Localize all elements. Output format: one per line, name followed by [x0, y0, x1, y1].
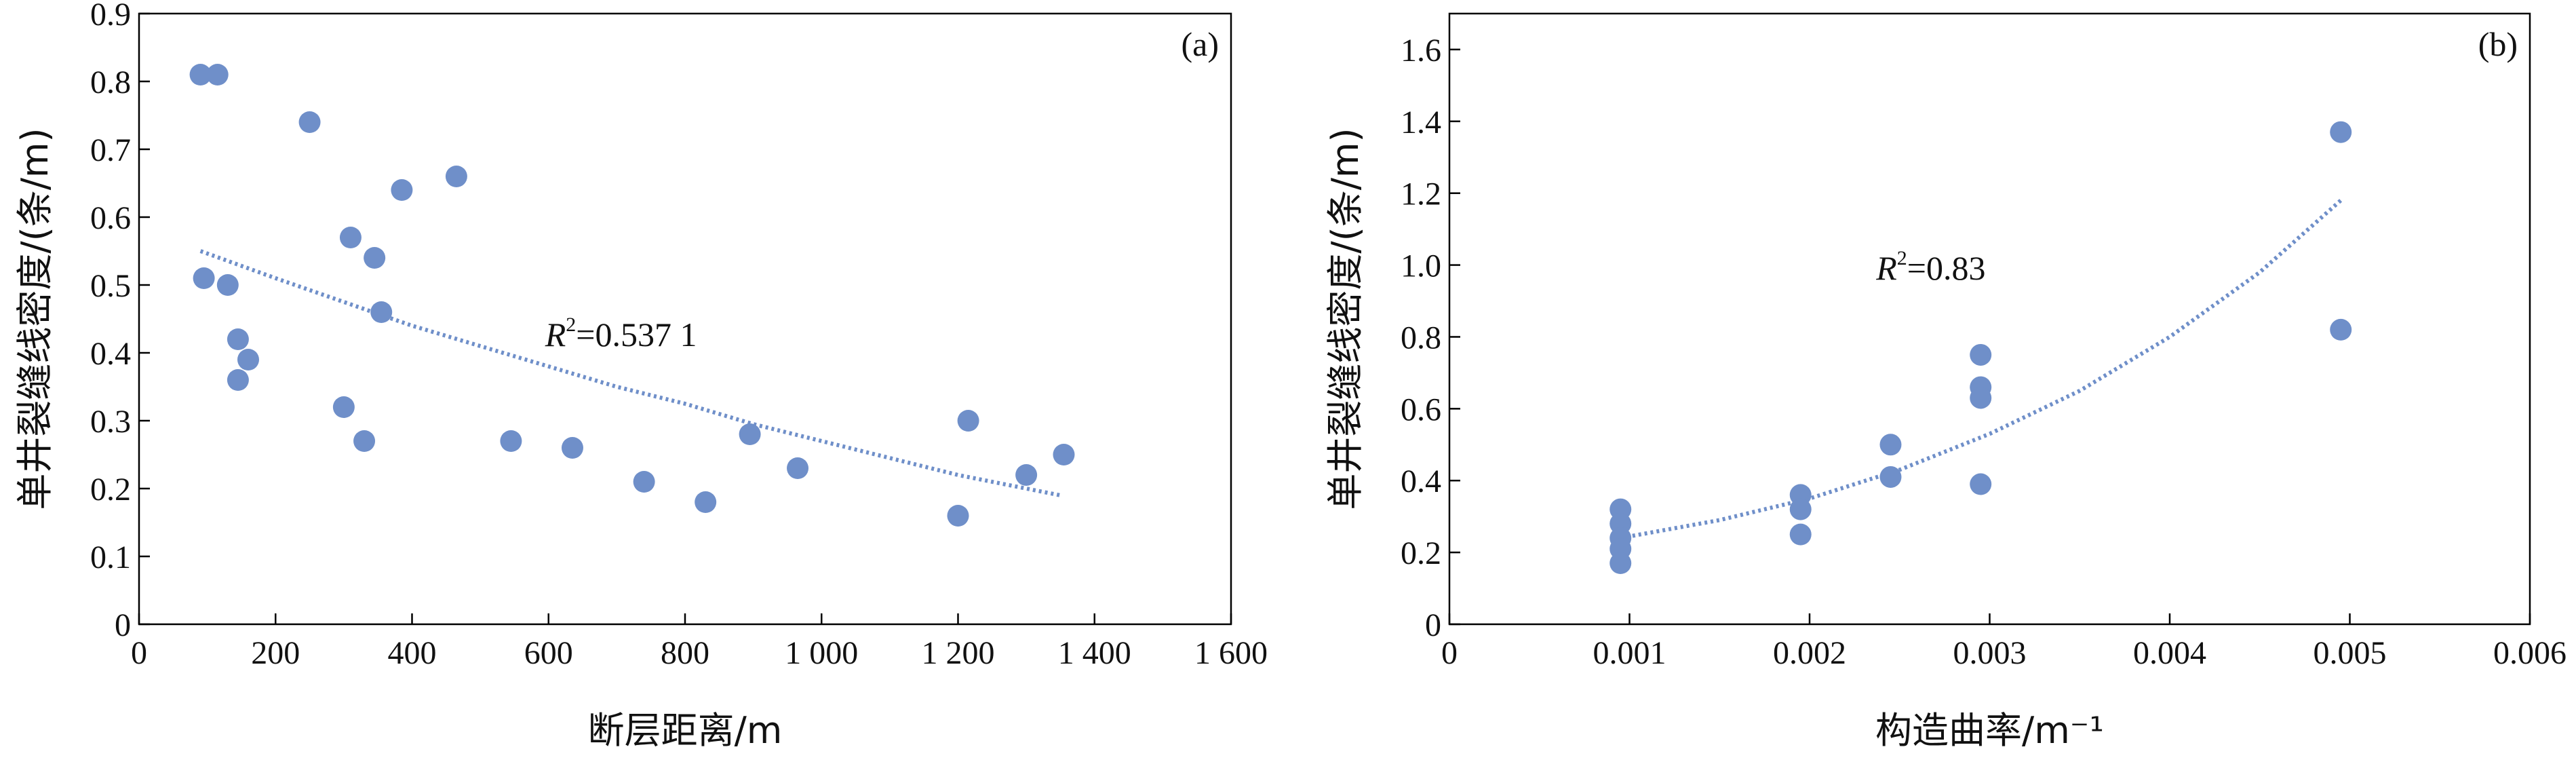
x-tick-label: 0.001 — [1593, 635, 1666, 671]
y-tick-label: 1.4 — [1401, 104, 1441, 140]
data-point — [1970, 473, 1992, 495]
y-tick-label: 0.5 — [90, 268, 131, 304]
data-point — [1053, 444, 1075, 465]
x-tick-label: 1 600 — [1194, 635, 1268, 671]
r-symbol: R — [1875, 249, 1897, 287]
y-tick-label: 0.8 — [90, 64, 131, 100]
data-point — [2330, 318, 2352, 341]
trendline — [199, 249, 1061, 497]
y-tick-label: 0.8 — [1401, 320, 1441, 356]
data-point — [216, 274, 239, 296]
superscript-two: 2 — [566, 313, 576, 336]
x-tick-label: 0.002 — [1773, 635, 1846, 671]
trendline — [1620, 199, 2343, 540]
y-tick-label: 0.6 — [90, 200, 131, 236]
data-point — [189, 64, 212, 85]
y-tick-label: 1.2 — [1401, 176, 1441, 212]
r-squared-annotation: R2=0.537 1 — [545, 313, 697, 354]
y-tick-label: 0.2 — [1401, 535, 1441, 571]
y-tick-label: 0.9 — [90, 0, 131, 33]
y-tick-label: 0.3 — [90, 404, 131, 440]
x-tick-label: 0 — [131, 635, 147, 671]
y-tick-label: 1.6 — [1401, 33, 1441, 69]
data-point — [1970, 387, 1992, 409]
data-point — [370, 301, 393, 323]
data-point — [957, 410, 979, 432]
data-point — [2330, 121, 2352, 143]
data-point — [1970, 343, 1992, 366]
x-tick-label: 0.004 — [2133, 635, 2206, 671]
y-tick-label: 1.0 — [1401, 248, 1441, 284]
data-point — [206, 64, 229, 85]
data-point — [947, 505, 969, 527]
y-tick-label: 0.6 — [1401, 392, 1441, 427]
data-point — [1609, 552, 1632, 574]
panel-label: (b) — [2478, 25, 2518, 63]
data-point — [364, 247, 386, 269]
data-point — [237, 349, 259, 370]
x-tick-label: 1 400 — [1058, 635, 1131, 671]
y-tick-label: 0.4 — [1401, 463, 1441, 499]
data-point — [445, 166, 467, 187]
x-tick-label: 1 000 — [785, 635, 858, 671]
data-point — [1015, 464, 1038, 486]
data-point — [561, 437, 583, 459]
data-point — [1879, 434, 1902, 456]
data-point — [739, 423, 761, 445]
x-axis-label: 断层距离/m — [588, 709, 783, 752]
chart-panel-b: 0 0.001 0.002 0.003 0.004 0.005 0.006 0 0.2 0.4 0.… — [1324, 12, 2567, 752]
data-point — [1789, 523, 1812, 546]
data-point — [298, 111, 321, 133]
x-axis-label: 构造曲率/m⁻¹ — [1875, 709, 2104, 752]
r-squared-value: =0.83 — [1907, 249, 1986, 287]
superscript-two: 2 — [1897, 247, 1907, 269]
x-tick-label: 1 200 — [922, 635, 995, 671]
data-point — [695, 491, 717, 513]
data-point — [227, 328, 249, 350]
y-axis-label: 单井裂缝线密度/(条/m) — [14, 128, 56, 510]
data-point — [193, 267, 215, 289]
y-tick-label: 0.2 — [90, 472, 131, 508]
y-tick-label: 0.7 — [90, 132, 131, 168]
x-tick-label: 0.003 — [1953, 635, 2027, 671]
data-point — [633, 471, 655, 493]
y-tick-label: 0.1 — [90, 539, 131, 575]
x-tick-label: 800 — [661, 635, 709, 671]
data-point — [787, 457, 809, 479]
y-tick-label: 0 — [115, 607, 131, 643]
x-tick-label: 200 — [251, 635, 300, 671]
x-tick-label: 400 — [388, 635, 437, 671]
x-tick-label: 0.005 — [2314, 635, 2387, 671]
r-squared-annotation: R2=0.83 — [1875, 247, 1985, 287]
data-point — [391, 179, 413, 201]
x-tick-label: 0 — [1441, 635, 1458, 671]
r-symbol: R — [545, 316, 566, 354]
data-point — [1879, 465, 1902, 488]
data-point — [332, 396, 355, 418]
data-point — [339, 227, 362, 248]
data-point — [500, 430, 522, 452]
x-tick-label: 600 — [524, 635, 573, 671]
y-tick-label: 0.4 — [90, 336, 131, 372]
data-point — [1789, 498, 1812, 520]
panel-label: (a) — [1182, 25, 1219, 63]
data-point — [227, 369, 249, 391]
data-point — [353, 430, 376, 452]
y-tick-label: 0 — [1425, 607, 1441, 643]
chart-panel-a: 0 200 400 600 800 1 000 1 200 1 400 1 600 0 0.1 0.2… — [14, 0, 1268, 752]
r-squared-value: =0.537 1 — [576, 316, 697, 354]
y-axis-label: 单井裂缝线密度/(条/m) — [1324, 128, 1367, 510]
x-tick-label: 0.006 — [2493, 635, 2567, 671]
